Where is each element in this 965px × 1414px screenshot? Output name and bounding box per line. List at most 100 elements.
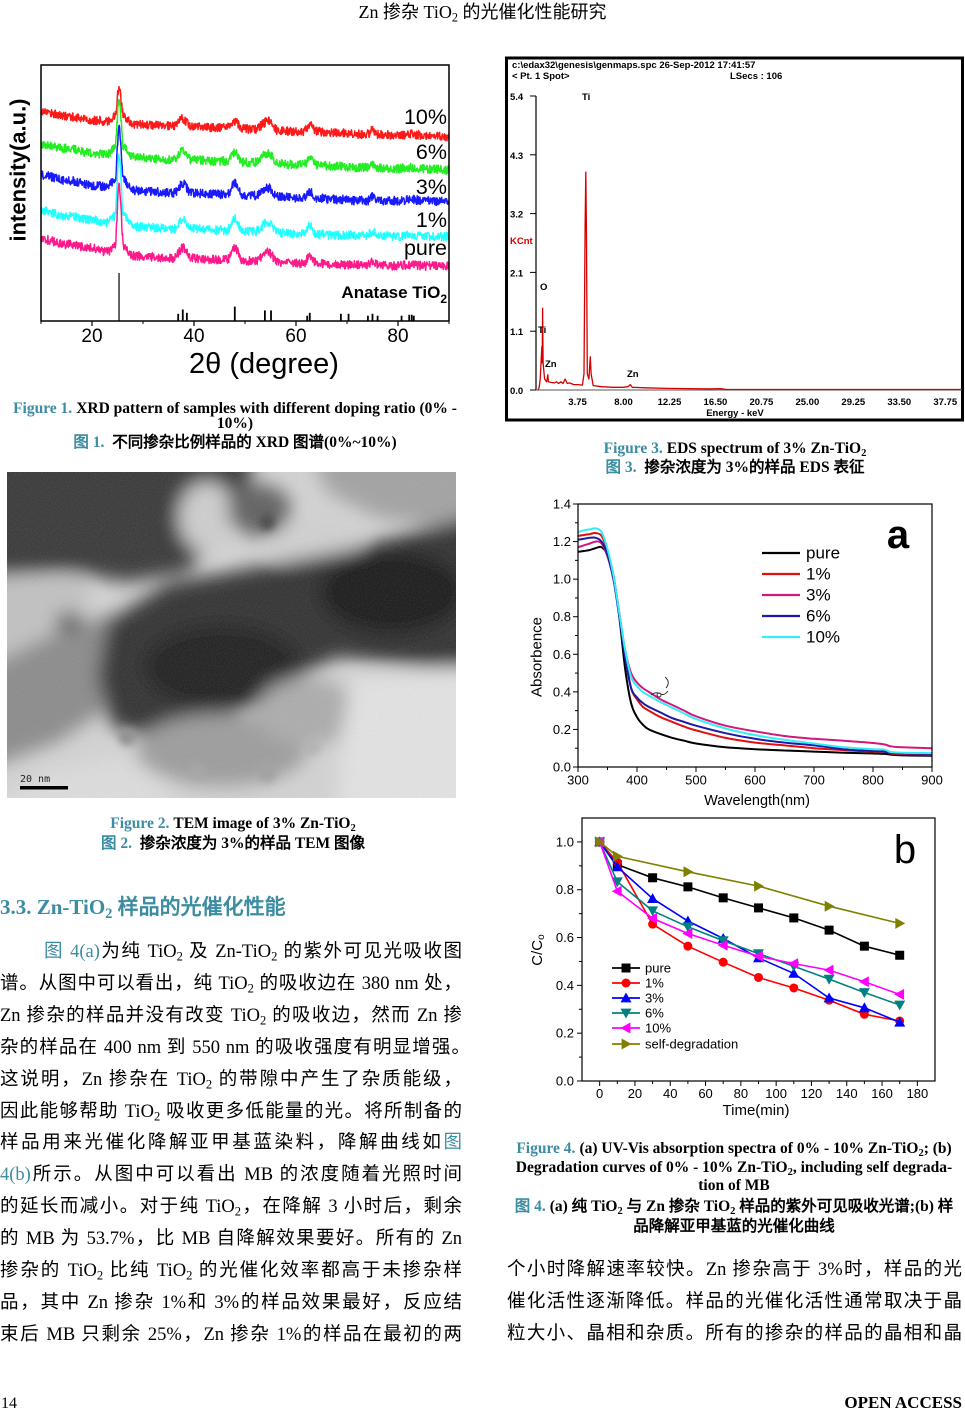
legend-marker-10pct xyxy=(620,1022,631,1034)
peak-label-ti: Ti xyxy=(538,325,546,336)
x-tick-label: 37.75 xyxy=(933,397,957,408)
tem-image: 20 nm xyxy=(7,472,456,798)
figure3-caption-line: Figure 3. EDS spectrum of 3% Zn-TiO2 xyxy=(505,439,965,458)
x-tick-label: 80 xyxy=(387,326,408,347)
subscript: 2 xyxy=(259,1013,267,1028)
text-run: 10%) xyxy=(216,415,254,432)
series-label-pure: pure xyxy=(404,236,447,260)
text-run: 样品用来光催化降解亚甲基蓝染料，降解曲线如 xyxy=(0,1133,444,1154)
data-point-pure xyxy=(718,893,728,903)
uvvis-series-pure xyxy=(578,545,932,757)
figure2-caption-line: 图 2. 掺杂浓度为 3%的样品 TEM 图像 xyxy=(0,834,466,853)
eds-live-seconds: LSecs : 106 xyxy=(730,71,782,82)
body-text-left: 图 4(a)为纯 TiO2 及 Zn-TiO2 的紫外可见光吸收图谱。从图中可以… xyxy=(0,937,470,1352)
body-text-line: 杂的样品在 400 nm 到 550 nm 的吸收强度有明显增强。 xyxy=(0,1033,470,1065)
figure2-caption-line: Figure 2. TEM image of 3% Zn-TiO2 xyxy=(0,814,466,833)
y-axis-title: intensity(a.u.) xyxy=(6,98,31,241)
text-run: Zn 掺杂 TiO xyxy=(358,2,452,22)
x-tick-label: 180 xyxy=(906,1086,928,1101)
eds-frame xyxy=(505,56,964,422)
body-text-line: 催化活性逐渐降低。样品的光催化活性通常取决于晶 xyxy=(507,1287,962,1319)
subscript: 2 xyxy=(96,1268,104,1283)
uvvis-series-1pct xyxy=(578,532,932,756)
data-point-3pct xyxy=(858,1002,870,1013)
figure-label: 图 1. xyxy=(73,434,105,451)
x-tick-label: 600 xyxy=(744,773,766,788)
figure1-caption-line: Figure 1. XRD pattern of samples with dif… xyxy=(0,399,470,418)
legend-label-self-degradation: self-degradation xyxy=(645,1037,738,1052)
text-run: 这说明，Zn 掺杂在 TiO xyxy=(0,1069,206,1090)
legend-label-1pct: 1% xyxy=(806,565,831,584)
x-tick-label: 20.75 xyxy=(750,397,774,408)
text-run: 个小时降解速率较快。Zn 掺杂高于 3%时，样品的光 xyxy=(507,1260,962,1280)
series-label-3pct: 3% xyxy=(416,175,447,199)
text-run: 谱。从图中可以看出，纯 TiO xyxy=(0,973,248,994)
text-run: EDS spectrum of 3% Zn-TiO xyxy=(666,440,862,457)
figure-reference-link[interactable]: 图 xyxy=(443,1133,462,1154)
figure4a-uvvis-chart: 0.0 0.2 0.4 0.6 0.8 1.0 1.2 1.4 300 400 500 600 700 8… xyxy=(529,497,943,810)
body-text-line: 掺杂的 TiO2 比纯 TiO2 的光催化效率都高于未掺杂样 xyxy=(0,1256,462,1288)
y-tick-label: 0.4 xyxy=(556,978,574,993)
text-run: 的光催化性能研究 xyxy=(457,2,607,22)
subscript: 2 xyxy=(350,822,356,833)
peak-label-zn: Zn xyxy=(627,369,639,380)
data-point-10pct xyxy=(682,928,693,939)
x-tick-label: 40 xyxy=(183,326,204,347)
text-run: 品，其中 Zn 掺杂 1%和 3%的样品效果最好，反应结 xyxy=(0,1292,462,1313)
data-point-self-degradation xyxy=(612,850,623,862)
legend-label-3pct: 3% xyxy=(645,991,664,1006)
body-text-line: 的 MB 为 53.7%，比 MB 自降解效果要好。所有的 Zn xyxy=(0,1224,462,1256)
subscript: 2 xyxy=(176,949,183,964)
x-tick-label: 300 xyxy=(567,773,589,788)
body-text-right: 个小时降解速率较快。Zn 掺杂高于 3%时，样品的光催化活性逐渐降低。样品的光催… xyxy=(507,1255,963,1355)
uvvis-series-6pct xyxy=(578,536,932,755)
data-point-pure xyxy=(859,941,869,951)
text-run: 与 Zn 掺杂 TiO xyxy=(622,1198,731,1215)
panel-label: b xyxy=(894,828,916,872)
text-run: Degradation curves of 0% - 10% Zn-TiO xyxy=(515,1159,788,1176)
x-tick-label: 120 xyxy=(801,1086,823,1101)
text-run: 所示。从图中可以看出 MB 的浓度随着光照时间 xyxy=(30,1165,462,1186)
y-tick-label: 1.0 xyxy=(553,572,571,587)
y-axis-title-text: C/C xyxy=(529,940,546,966)
annotation-mark xyxy=(650,676,669,698)
tem-micrograph: 20 nm xyxy=(7,472,456,798)
subscript: 2 xyxy=(186,1268,193,1283)
figure-reference-link[interactable]: 4(b) xyxy=(0,1165,31,1186)
data-point-1pct xyxy=(718,957,728,967)
data-point-pure xyxy=(683,882,693,892)
data-point-self-degradation xyxy=(683,866,694,878)
figure-reference-link[interactable]: 图 4(a) xyxy=(44,942,100,962)
legend-label-6pct: 6% xyxy=(645,1006,664,1021)
body-text-line: 样品用来光催化降解亚甲基蓝染料，降解曲线如图 xyxy=(0,1128,462,1160)
text-run: 样品的光催化性能 xyxy=(112,895,286,919)
figure-label: Figure 2. xyxy=(110,815,170,832)
series-label-6pct: 6% xyxy=(416,140,447,164)
legend-marker-self-degradation xyxy=(621,1038,632,1050)
scale-bar-label: 20 nm xyxy=(20,774,50,785)
eds-spot-label: < Pt. 1 Spot> xyxy=(512,71,570,82)
x-tick-label: 25.00 xyxy=(795,397,819,408)
figure1-xrd-chart: 20 40 60 80 2θ (degree) intensity(a.u.) 10% 6% 3… xyxy=(6,64,450,380)
panel-label: a xyxy=(887,513,910,557)
reference-label: Anatase TiO2 xyxy=(341,283,447,306)
figure1-caption-line: 10%) xyxy=(0,414,470,433)
series-label-1pct: 1% xyxy=(416,208,447,232)
x-tick-label: 40 xyxy=(663,1086,677,1101)
subscript: 2 xyxy=(787,1166,793,1177)
text-run: 掺杂浓度为 3%的样品 EDS 表征 xyxy=(640,459,865,476)
figure4-caption-line: 图 4. (a) 纯 TiO2 与 Zn 掺杂 TiO2 样品的紫外可见吸收光谱;… xyxy=(503,1197,965,1216)
body-text-line: 图 4(a)为纯 TiO2 及 Zn-TiO2 的紫外可见光吸收图 xyxy=(0,937,462,969)
y-tick-label: 3.2 xyxy=(510,210,523,221)
text-run: 的光催化效率都高于未掺杂样 xyxy=(192,1261,462,1281)
figure-label: 图 3. xyxy=(605,459,637,476)
x-tick-label: 700 xyxy=(803,773,825,788)
subscript: 2 xyxy=(617,1205,623,1216)
data-point-pure xyxy=(895,950,905,960)
data-point-10pct xyxy=(717,939,728,951)
data-point-10pct xyxy=(753,950,763,962)
text-run: TEM image of 3% Zn-TiO xyxy=(173,815,351,832)
body-text-line: 个小时降解速率较快。Zn 掺杂高于 3%时，样品的光 xyxy=(507,1255,962,1287)
text-run: 样品的紫外可见吸收光谱;(b) 样 xyxy=(735,1198,954,1215)
text-run: 为纯 TiO xyxy=(99,942,177,962)
